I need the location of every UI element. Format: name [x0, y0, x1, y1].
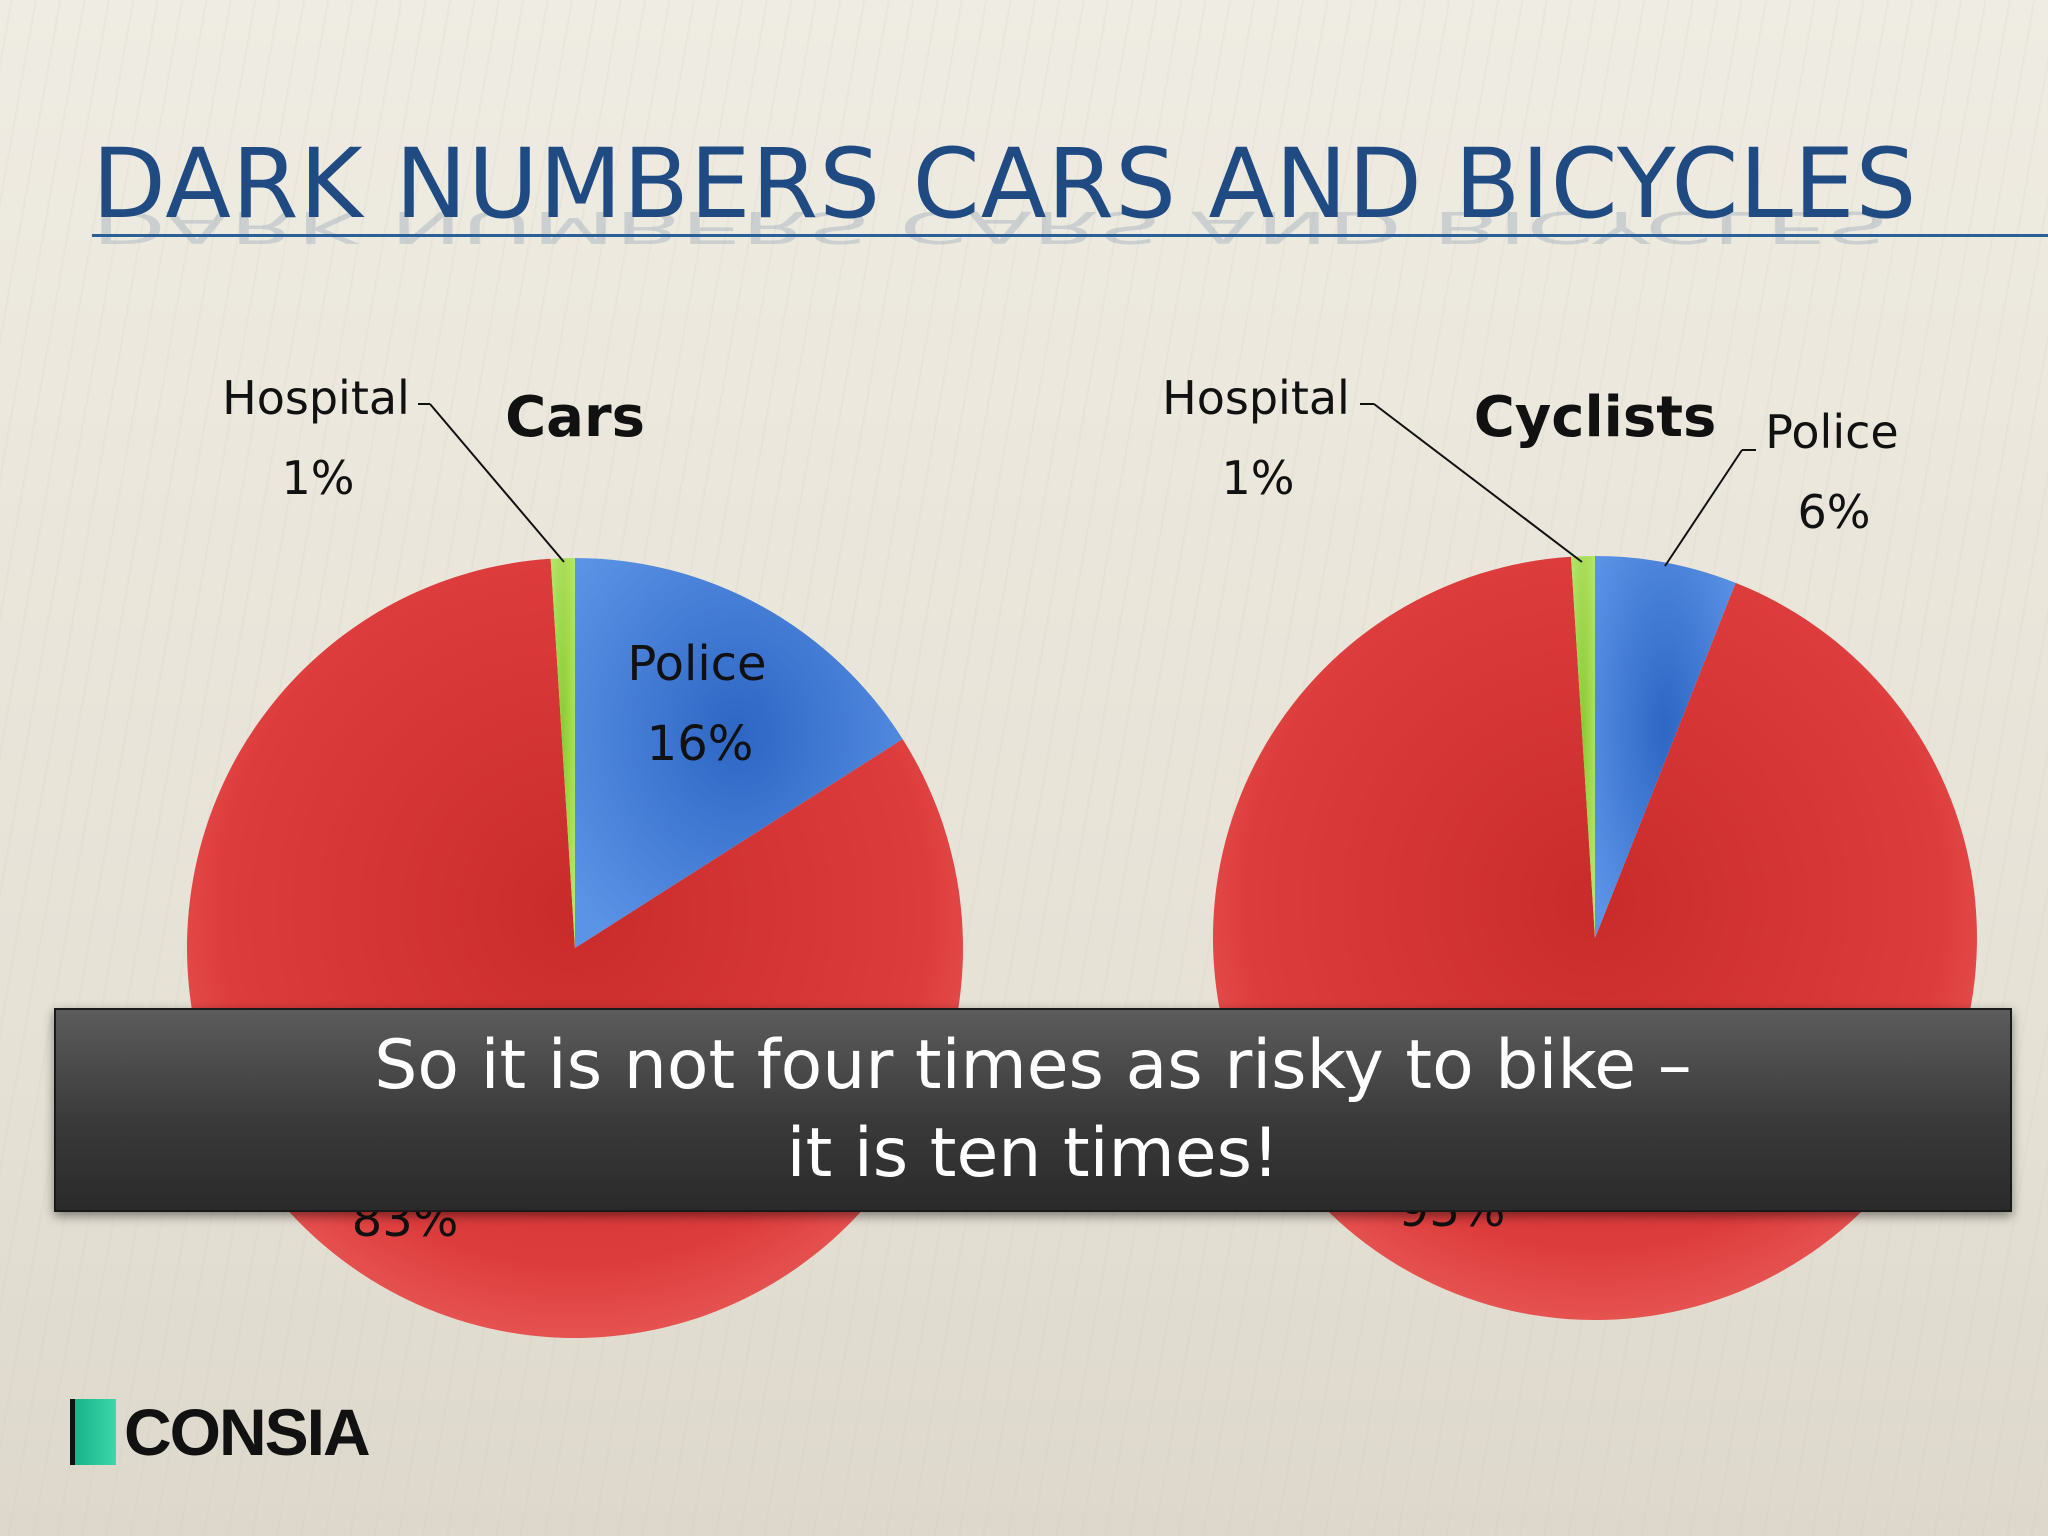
- pie-cars-slice-police: [575, 558, 903, 948]
- title-underline: [92, 234, 2048, 237]
- pie-cyclists-title: Cyclists: [1474, 385, 1717, 450]
- pie-cyclists-hospital-label: Hospital: [1162, 371, 1350, 425]
- pie-cars-police-label: Police: [627, 636, 766, 692]
- conclusion-banner: So it is not four times as risky to bike…: [54, 1008, 2012, 1212]
- pie-cars-police-value: 16%: [647, 716, 754, 772]
- banner-line-1: So it is not four times as risky to bike…: [374, 1026, 1692, 1105]
- pie-cyclists-hospital-leader-diag: [1373, 403, 1583, 563]
- banner-line-2: it is ten times!: [786, 1114, 1280, 1193]
- pie-cyclists-hospital-value: 1%: [1222, 451, 1295, 505]
- pie-cyclists-police-value: 6%: [1798, 485, 1871, 539]
- slide-title: DARK NUMBERS CARS AND BICYCLES: [92, 128, 1918, 240]
- pie-cars-hospital-label: Hospital: [222, 371, 410, 425]
- pie-cyclists-slice-hospital: [1571, 555, 1595, 938]
- pie-cyclists-police-leader-diag: [1664, 449, 1743, 567]
- pie-cars-hospital-leader-diag: [429, 403, 565, 563]
- pie-cars-title: Cars: [505, 385, 645, 450]
- consia-logo-mark-icon: [70, 1399, 116, 1465]
- pie-cyclists-slice-police: [1595, 556, 1736, 938]
- consia-logo: CONSIA: [70, 1395, 371, 1469]
- consia-logo-text: CONSIA: [124, 1395, 371, 1469]
- pie-cyclists-police-label: Police: [1765, 405, 1898, 459]
- pie-cars-hospital-value: 1%: [282, 451, 355, 505]
- pie-cars-slice-hospital: [550, 558, 575, 948]
